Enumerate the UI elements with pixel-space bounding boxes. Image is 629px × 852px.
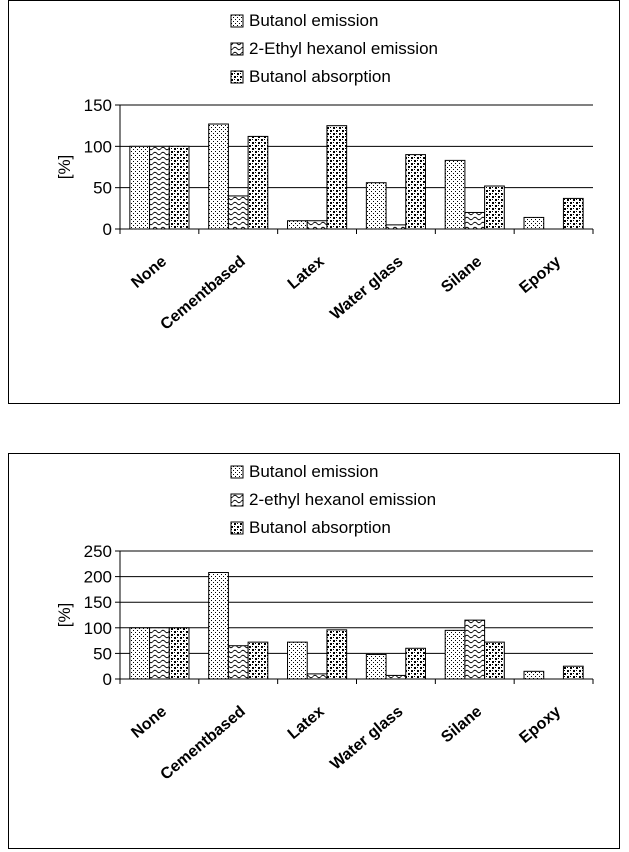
x-tick-label: Epoxy xyxy=(516,703,564,747)
legend-swatch-2 xyxy=(230,42,244,56)
bar-waves-3 xyxy=(385,224,407,230)
y-tick-label: 150 xyxy=(84,96,112,115)
y-axis-title: [%] xyxy=(55,155,74,180)
y-tick-label: 100 xyxy=(84,619,112,638)
legend-swatch-1 xyxy=(230,14,244,28)
bar-checker-0 xyxy=(168,145,190,230)
bar-checker-1 xyxy=(247,641,269,680)
chart-2: Butanol emission 2-ethyl hexanol emission… xyxy=(55,462,594,784)
legend-label-2: 2-Ethyl hexanol emission xyxy=(249,39,438,58)
x-tick-label: Cementbased xyxy=(158,703,249,783)
y-tick-label: 200 xyxy=(84,568,112,587)
y-axis-title: [%] xyxy=(55,603,74,628)
bar-checker-2 xyxy=(326,629,348,680)
bar-dots-4 xyxy=(444,629,466,680)
bar-waves-0 xyxy=(149,627,170,680)
legend-swatch-3 xyxy=(230,70,244,84)
y-tick-label: 50 xyxy=(93,179,112,198)
x-tick-label: Latex xyxy=(285,253,328,293)
bar-waves-1 xyxy=(227,645,249,680)
bar-dots-3 xyxy=(365,182,387,230)
legend-label-1: Butanol emission xyxy=(249,462,378,481)
legend-label-1: Butanol emission xyxy=(249,11,378,30)
y-tick-label: 250 xyxy=(84,542,112,561)
bar-checker-2 xyxy=(326,125,348,230)
bar-waves-4 xyxy=(464,619,486,680)
legend-swatch-2 xyxy=(230,493,244,507)
bar-dots-5 xyxy=(523,216,545,230)
bar-dots-4 xyxy=(444,159,466,230)
bar-dots-3 xyxy=(365,653,387,680)
y-tick-label: 0 xyxy=(103,220,112,239)
bar-waves-0 xyxy=(149,145,170,230)
bar-dots-1 xyxy=(208,572,229,680)
legend-label-3: Butanol absorption xyxy=(249,67,391,86)
chart-2-frame: Butanol emission 2-ethyl hexanol emission… xyxy=(8,453,620,849)
bar-checker-5 xyxy=(562,665,584,680)
chart-1: Butanol emission 2-Ethyl hexanol emission… xyxy=(55,11,594,334)
x-tick-label: Latex xyxy=(285,703,328,743)
x-tick-label: Cementbased xyxy=(158,253,249,333)
bar-waves-4 xyxy=(464,211,486,230)
x-tick-label: Water glass xyxy=(327,703,406,773)
bar-dots-2 xyxy=(287,641,308,680)
bar-checker-3 xyxy=(405,647,426,680)
bar-dots-5 xyxy=(523,670,545,680)
bar-dots-0 xyxy=(129,145,151,230)
bar-checker-5 xyxy=(562,197,584,230)
bar-checker-3 xyxy=(405,154,426,230)
bar-checker-1 xyxy=(247,135,269,230)
x-tick-label: Epoxy xyxy=(516,253,564,297)
bar-waves-2 xyxy=(306,673,328,680)
x-tick-label: Silane xyxy=(438,703,485,746)
legend-label-2: 2-ethyl hexanol emission xyxy=(249,490,436,509)
bar-dots-0 xyxy=(129,627,151,680)
x-tick-label: Water glass xyxy=(327,253,406,323)
legend-label-3: Butanol absorption xyxy=(249,518,391,537)
bar-waves-3 xyxy=(385,674,407,680)
x-tick-label: None xyxy=(128,253,170,292)
bar-waves-1 xyxy=(227,195,249,230)
legend-swatch-1 xyxy=(230,465,244,479)
bar-dots-2 xyxy=(287,220,308,230)
bar-checker-4 xyxy=(484,185,505,230)
y-tick-label: 0 xyxy=(103,670,112,689)
legend-swatch-3 xyxy=(230,521,244,535)
bar-waves-2 xyxy=(306,220,328,230)
bar-dots-1 xyxy=(208,123,229,230)
bar-checker-4 xyxy=(484,641,505,680)
x-tick-label: Silane xyxy=(438,253,485,296)
y-tick-label: 150 xyxy=(84,593,112,612)
y-tick-label: 100 xyxy=(84,137,112,156)
chart-1-frame: Butanol emission 2-Ethyl hexanol emission… xyxy=(8,0,620,404)
bar-checker-0 xyxy=(168,627,190,680)
x-tick-label: None xyxy=(128,703,170,742)
y-tick-label: 50 xyxy=(93,644,112,663)
